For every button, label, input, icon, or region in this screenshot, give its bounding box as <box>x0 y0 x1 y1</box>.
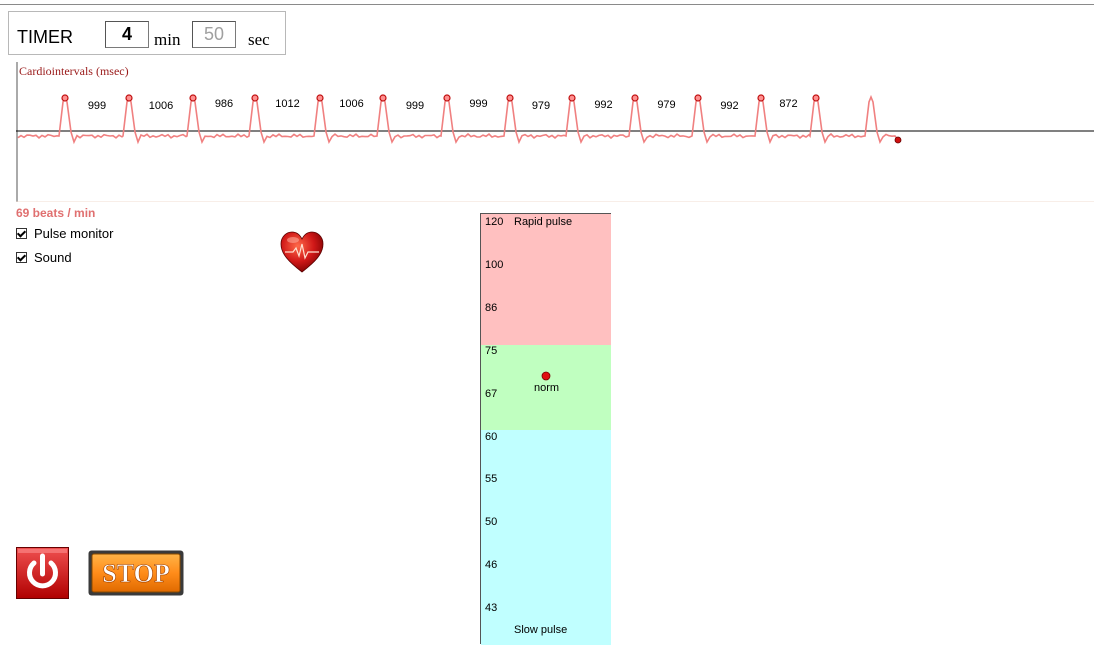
scale-tick: 43 <box>485 602 498 614</box>
ecg-peak-marker <box>812 94 820 102</box>
heart-icon <box>280 231 324 273</box>
timer-panel: TIMER 4 min 50 sec <box>8 11 286 55</box>
ecg-peak-marker <box>251 94 259 102</box>
scale-tick: 67 <box>485 388 498 400</box>
power-button[interactable] <box>16 547 69 599</box>
interval-label: 992 <box>594 99 612 111</box>
ecg-waveform <box>17 94 899 145</box>
timer-title: TIMER <box>17 27 73 47</box>
interval-label: 979 <box>532 100 550 112</box>
interval-label: 979 <box>657 99 675 111</box>
sound-checkbox[interactable]: Sound <box>16 250 72 265</box>
interval-label: 999 <box>88 100 106 112</box>
scale-tick: 100 <box>485 259 504 271</box>
current-pulse-marker <box>541 371 551 381</box>
timer-seconds-field[interactable]: 50 <box>192 21 236 48</box>
norm-label: norm <box>534 382 560 394</box>
interval-label: 992 <box>720 100 738 112</box>
rapid-pulse-label: Rapid pulse <box>514 216 573 228</box>
scale-tick: 120 <box>485 216 504 228</box>
ecg-peak-marker <box>443 94 451 102</box>
interval-label: 999 <box>469 98 487 110</box>
ecg-peak-marker <box>379 94 387 102</box>
interval-label: 1006 <box>149 100 173 112</box>
sound-check[interactable] <box>16 252 27 263</box>
slow-pulse-label: Slow pulse <box>514 624 568 636</box>
timer-seconds-unit: sec <box>248 30 270 49</box>
scale-tick: 75 <box>485 345 498 357</box>
ecg-peak-marker <box>506 94 514 102</box>
timer-minutes-field[interactable]: 4 <box>105 21 149 48</box>
pulse-monitor-check[interactable] <box>16 228 27 239</box>
ecg-peak-marker <box>757 94 765 102</box>
stop-label: STOP <box>102 559 170 588</box>
stop-button[interactable]: STOP <box>88 550 184 596</box>
interval-label: 1006 <box>339 98 363 110</box>
pulse-monitor-checkbox[interactable]: Pulse monitor <box>16 226 113 241</box>
beats-per-minute: 69 beats / min <box>16 206 96 220</box>
ecg-peak-marker <box>61 94 69 102</box>
slow-pulse-zone <box>481 430 611 645</box>
cardiointervals-title: Cardiointervals (msec) <box>19 64 129 78</box>
scale-tick: 55 <box>485 473 498 485</box>
cardiointervals-graph: 999 1006 986 1012 1006 999 999 979 992 979 992 872 <box>16 62 1094 202</box>
pulse-monitor-label: Pulse monitor <box>34 226 114 241</box>
ecg-current-point <box>894 136 902 144</box>
window-top-border <box>0 0 1094 5</box>
ecg-peak-marker <box>125 94 133 102</box>
normal-pulse-zone <box>481 345 611 430</box>
ecg-peak-marker <box>568 94 576 102</box>
rapid-pulse-zone <box>481 214 611 345</box>
interval-label: 872 <box>779 98 797 110</box>
ecg-peak-marker <box>316 94 324 102</box>
ecg-peak-marker <box>694 94 702 102</box>
scale-tick: 50 <box>485 516 498 528</box>
ecg-peak-marker <box>189 94 197 102</box>
interval-label: 999 <box>406 100 424 112</box>
scale-tick: 46 <box>485 559 498 571</box>
ecg-peak-marker <box>631 94 639 102</box>
timer-minutes-unit: min <box>154 30 181 49</box>
interval-label: 986 <box>215 98 233 110</box>
sound-label: Sound <box>34 250 72 265</box>
scale-tick: 86 <box>485 302 498 314</box>
interval-label: 1012 <box>275 98 299 110</box>
scale-tick: 60 <box>485 431 498 443</box>
power-icon <box>27 553 58 589</box>
pulse-scale: Rapid pulse norm Slow pulse 120 100 86 7… <box>480 213 611 645</box>
